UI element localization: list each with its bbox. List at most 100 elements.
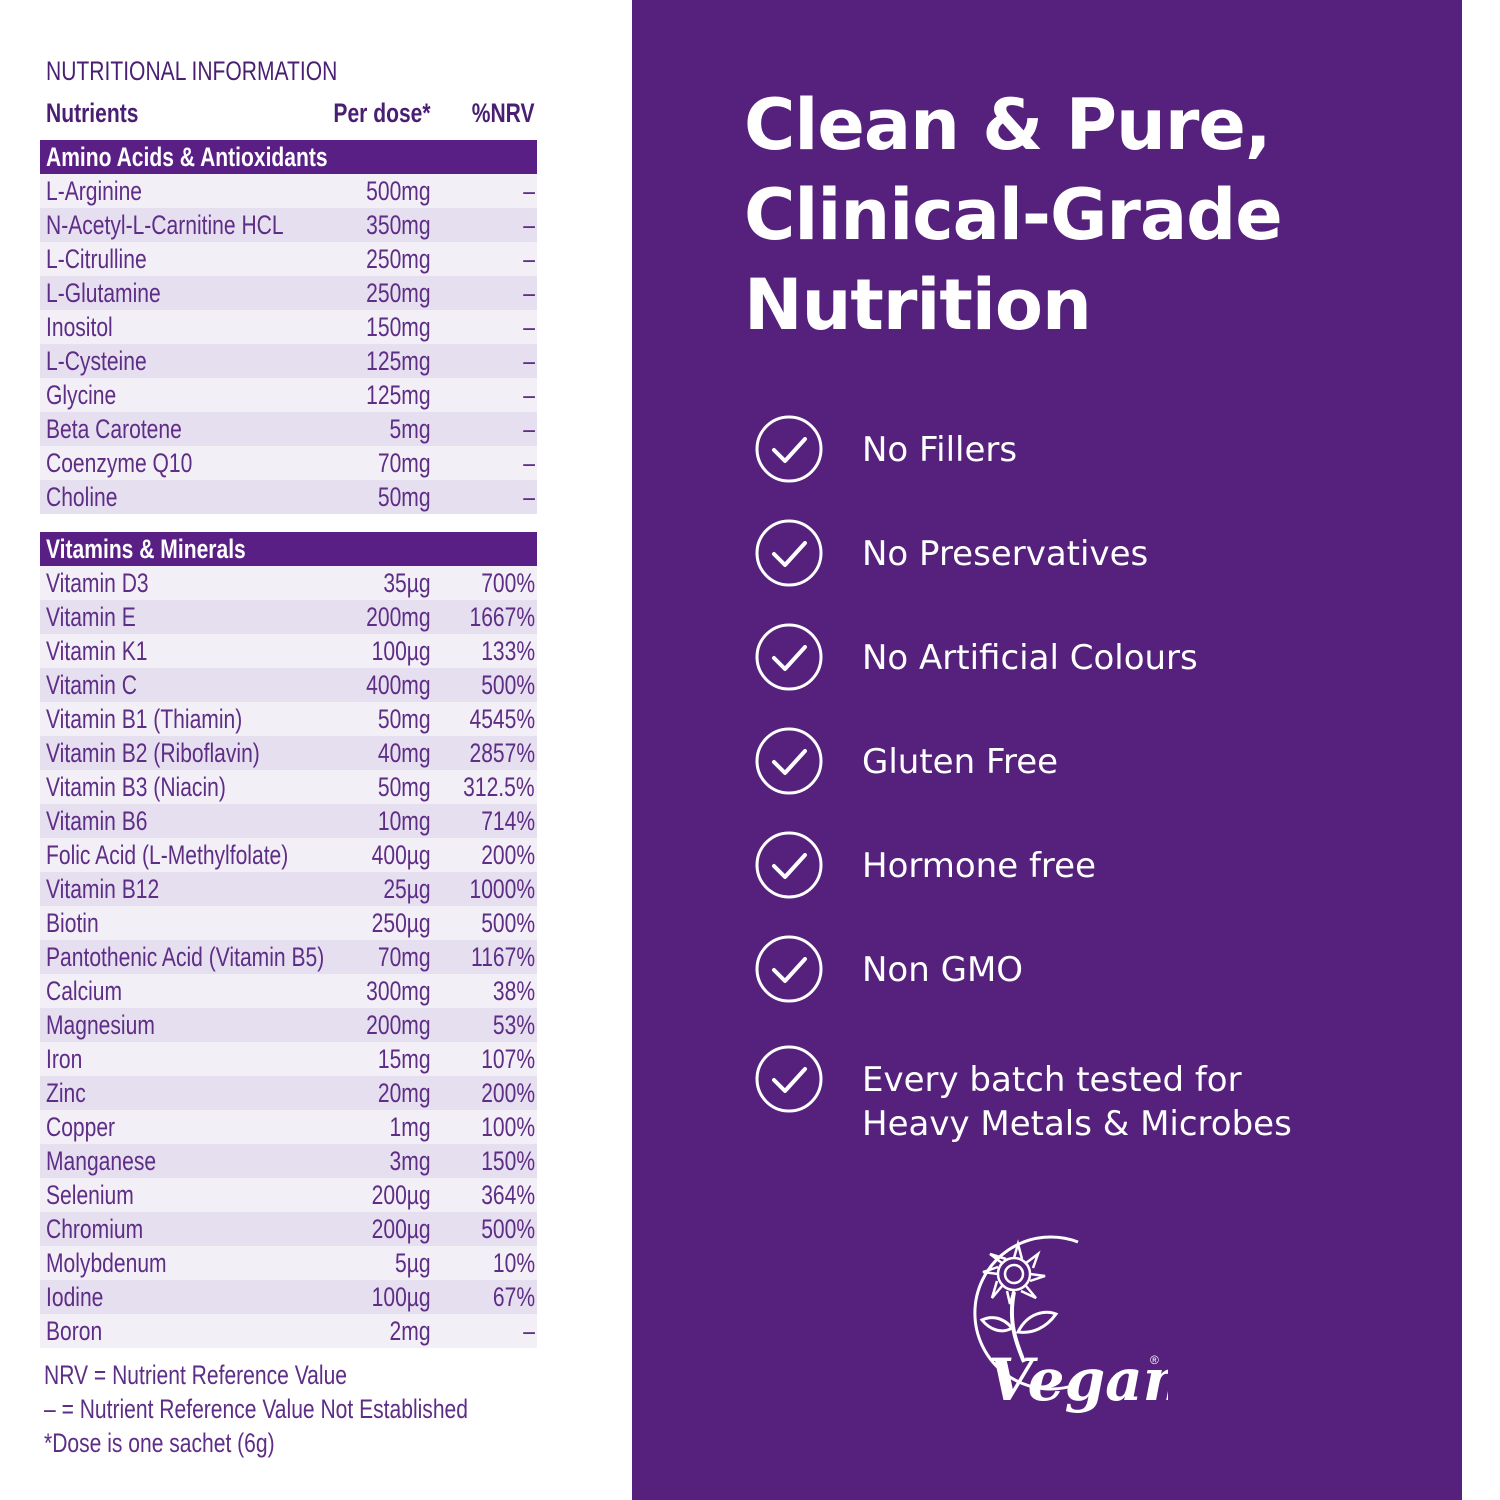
- nutrient-dose: 35µg: [383, 568, 431, 598]
- nutrient-dose: 250mg: [366, 244, 431, 274]
- check-circle-icon: [755, 727, 823, 795]
- table-row: L-Citrulline 250mg –: [40, 242, 537, 276]
- nutrient-dose: 300mg: [366, 976, 431, 1006]
- vegan-logo: Vegan ®: [973, 1235, 1168, 1414]
- feature-label: Hormone free: [862, 844, 1096, 888]
- nutrient-name: Vitamin B2 (Riboflavin): [46, 738, 260, 768]
- nutrient-nrv: –: [523, 448, 535, 478]
- nutrient-name: Biotin: [46, 908, 99, 938]
- nutrient-nrv: 500%: [481, 670, 535, 700]
- nutrient-dose: 50mg: [378, 704, 431, 734]
- panel-headline: Clean & Pure, Clinical-Grade Nutrition: [744, 80, 1444, 350]
- section-rows: L-Arginine 500mg – N-Acetyl-L-Carnitine HCL…: [40, 174, 537, 514]
- table-row: Coenzyme Q10 70mg –: [40, 446, 537, 480]
- table-row: Pantothenic Acid (Vitamin B5) 70mg 1167%: [40, 940, 537, 974]
- feature-label: Every batch tested for Heavy Metals & Mic…: [862, 1058, 1292, 1146]
- feature-label: Gluten Free: [862, 740, 1058, 784]
- table-row: Glycine 125mg –: [40, 378, 537, 412]
- headline-line: Clean & Pure,: [744, 84, 1271, 166]
- nutrient-name: Glycine: [46, 380, 117, 410]
- headline-line: Nutrition: [744, 264, 1092, 346]
- table-row: Vitamin E 200mg 1667%: [40, 600, 537, 634]
- headline-line: Clinical-Grade: [744, 174, 1283, 256]
- feature-label-line: No Artificial Colours: [862, 638, 1198, 678]
- table-row: Vitamin K1 100µg 133%: [40, 634, 537, 668]
- table-row: L-Arginine 500mg –: [40, 174, 537, 208]
- table-notes: NRV = Nutrient Reference Value – = Nutrie…: [40, 1358, 537, 1460]
- nutrient-dose: 350mg: [366, 210, 431, 240]
- nutrient-nrv: 200%: [481, 840, 535, 870]
- table-row: Copper 1mg 100%: [40, 1110, 537, 1144]
- nutrient-nrv: 714%: [481, 806, 535, 836]
- nutrient-name: Manganese: [46, 1146, 157, 1176]
- check-circle-icon: [755, 415, 823, 483]
- table-row: Manganese 3mg 150%: [40, 1144, 537, 1178]
- section-title: Amino Acids & Antioxidants: [46, 142, 328, 172]
- nutrient-name: Choline: [46, 482, 118, 512]
- nutrient-name: Coenzyme Q10: [46, 448, 193, 478]
- nutrient-name: Molybdenum: [46, 1248, 167, 1278]
- header-nutrients: Nutrients: [46, 98, 139, 128]
- nutrient-dose: 5µg: [395, 1248, 431, 1278]
- nutrient-name: Iron: [46, 1044, 83, 1074]
- nutrient-nrv: 67%: [492, 1282, 535, 1312]
- nutrient-nrv: 1667%: [469, 602, 535, 632]
- table-row: Magnesium 200mg 53%: [40, 1008, 537, 1042]
- nutrient-dose: 400mg: [366, 670, 431, 700]
- nutrient-nrv: 200%: [481, 1078, 535, 1108]
- nutrient-name: Pantothenic Acid (Vitamin B5): [46, 942, 325, 972]
- section-gap: [40, 514, 537, 532]
- nutrient-name: Vitamin B6: [46, 806, 148, 836]
- feature-label: Non GMO: [862, 948, 1023, 992]
- table-column-headers: Nutrients Per dose* %NRV: [40, 90, 537, 140]
- nutrition-table: NUTRITIONAL INFORMATION Nutrients Per do…: [40, 52, 537, 1460]
- table-row: Biotin 250µg 500%: [40, 906, 537, 940]
- table-row: Vitamin D3 35µg 700%: [40, 566, 537, 600]
- nutrient-nrv: 4545%: [469, 704, 535, 734]
- table-row: Molybdenum 5µg 10%: [40, 1246, 537, 1280]
- nutrient-name: L-Citrulline: [46, 244, 147, 274]
- nutrient-name: Chromium: [46, 1214, 144, 1244]
- nutrient-dose: 20mg: [378, 1078, 431, 1108]
- nutrient-nrv: –: [523, 312, 535, 342]
- nutrient-name: Vitamin E: [46, 602, 136, 632]
- nutrient-name: Vitamin D3: [46, 568, 149, 598]
- nutrient-name: L-Arginine: [46, 176, 143, 206]
- table-row: L-Cysteine 125mg –: [40, 344, 537, 378]
- feature-label: No Artificial Colours: [862, 636, 1198, 680]
- table-row: Vitamin B6 10mg 714%: [40, 804, 537, 838]
- nutrient-nrv: –: [523, 1316, 535, 1346]
- header-per-dose: Per dose*: [333, 98, 431, 128]
- note-line: *Dose is one sachet (6g): [44, 1428, 275, 1458]
- nutrient-nrv: –: [523, 482, 535, 512]
- nutrient-dose: 200µg: [372, 1214, 431, 1244]
- nutrient-nrv: 500%: [481, 908, 535, 938]
- table-row: Boron 2mg –: [40, 1314, 537, 1348]
- nutrient-dose: 125mg: [366, 380, 431, 410]
- feature-panel: Clean & Pure, Clinical-Grade Nutrition N…: [632, 0, 1462, 1500]
- nutrient-nrv: –: [523, 244, 535, 274]
- vegan-sunflower-icon: [973, 1235, 1079, 1391]
- nutrient-name: Zinc: [46, 1078, 86, 1108]
- nutrient-name: Vitamin C: [46, 670, 137, 700]
- nutrient-nrv: –: [523, 346, 535, 376]
- nutrient-nrv: 312.5%: [463, 772, 535, 802]
- nutrient-dose: 125mg: [366, 346, 431, 376]
- nutrient-dose: 50mg: [378, 772, 431, 802]
- nutrient-nrv: 150%: [481, 1146, 535, 1176]
- nutrient-name: Beta Carotene: [46, 414, 182, 444]
- note-line: NRV = Nutrient Reference Value: [44, 1360, 348, 1390]
- section-rows: Vitamin D3 35µg 700% Vitamin E 200mg 1667% Vit…: [40, 566, 537, 1348]
- nutrient-nrv: 10%: [492, 1248, 535, 1278]
- nutrient-name: Vitamin B12: [46, 874, 160, 904]
- table-row: Iron 15mg 107%: [40, 1042, 537, 1076]
- nutrient-dose: 50mg: [378, 482, 431, 512]
- table-row: N-Acetyl-L-Carnitine HCL 350mg –: [40, 208, 537, 242]
- feature-label-line: Heavy Metals & Microbes: [862, 1104, 1292, 1144]
- nutrient-dose: 2mg: [390, 1316, 431, 1346]
- check-circle-icon: [755, 1045, 823, 1113]
- nutrient-dose: 1mg: [390, 1112, 431, 1142]
- nutrient-nrv: 100%: [481, 1112, 535, 1142]
- table-row: Choline 50mg –: [40, 480, 537, 514]
- section-title: Vitamins & Minerals: [46, 534, 246, 564]
